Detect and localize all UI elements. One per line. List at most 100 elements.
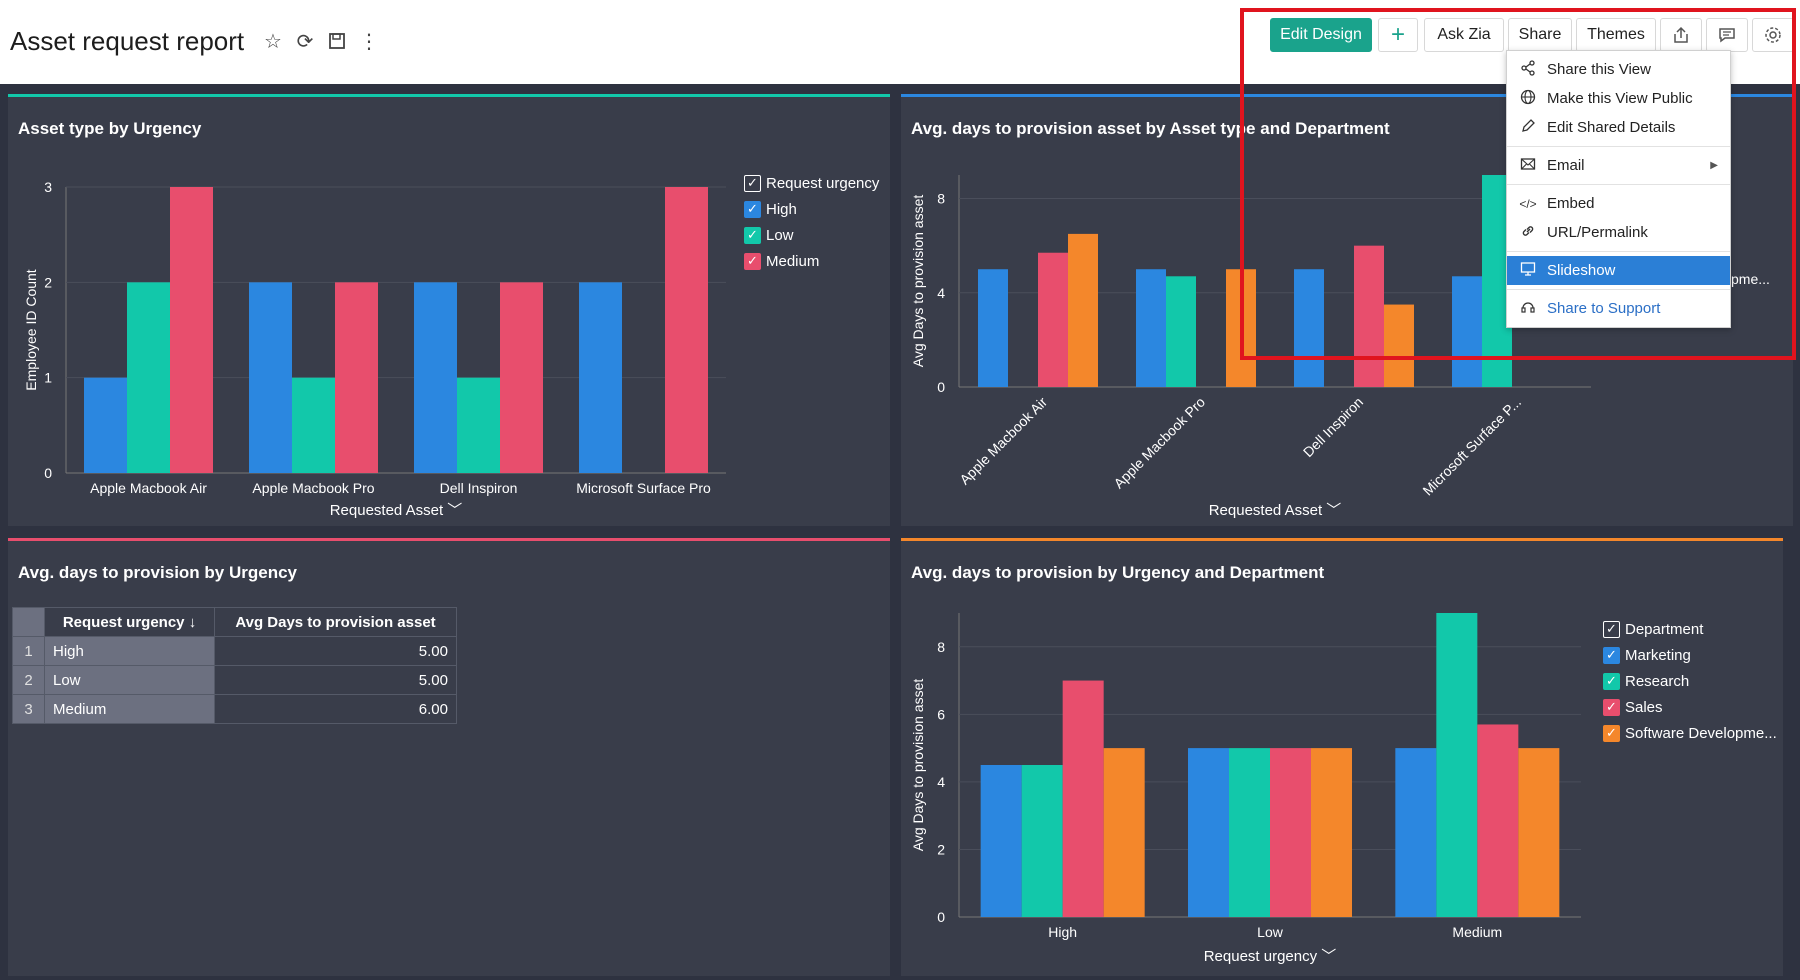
x-tick-label: Dell Inspiron (1300, 394, 1366, 460)
y-tick-label: 3 (44, 179, 52, 195)
bar (292, 377, 335, 473)
legend-item-software-development[interactable]: ✓ Software Developme... (1603, 720, 1777, 746)
bar (579, 282, 622, 473)
panel-avg-days-by-urgency: Avg. days to provision by Urgency Reques… (8, 538, 890, 976)
highlight-annotation-box (1240, 8, 1796, 360)
bar (457, 377, 500, 473)
legend-item-high[interactable]: ✓ High (744, 196, 879, 222)
bar (1166, 276, 1196, 387)
table-header-row: Request urgency ↓ Avg Days to provision … (12, 607, 457, 637)
panel-title: Avg. days to provision by Urgency (18, 563, 297, 582)
export-icon (1674, 26, 1688, 43)
menu-item-url-permalink[interactable]: URL/Permalink (1507, 218, 1730, 247)
menu-divider (1507, 146, 1730, 147)
x-axis-label: Requested Asset ﹀ (1209, 502, 1342, 519)
sort-down-icon[interactable]: ↓ (188, 613, 197, 631)
globe-icon (1519, 89, 1537, 108)
checkbox-icon: ✓ (1603, 646, 1620, 664)
table-row: 1 High 5.00 (12, 636, 457, 666)
legend-item-marketing[interactable]: ✓ Marketing (1603, 642, 1777, 668)
checkbox-icon: ✓ (744, 200, 761, 218)
add-button[interactable]: + (1378, 18, 1418, 52)
table-row: 3 Medium 6.00 (12, 694, 457, 724)
mail-icon (1519, 156, 1537, 175)
menu-item-share-this-view[interactable]: Share this View (1507, 55, 1730, 84)
menu-item-make-public[interactable]: Make this View Public (1507, 84, 1730, 113)
bar (1270, 748, 1311, 917)
y-tick-label: 6 (937, 706, 945, 722)
column-header-avg-days[interactable]: Avg Days to provision asset (214, 607, 457, 637)
menu-divider (1507, 251, 1730, 252)
bar (1436, 613, 1478, 917)
bar (1452, 276, 1482, 387)
bar (978, 269, 1008, 387)
code-icon: </> (1519, 196, 1537, 211)
x-tick-label: Apple Macbook Pro (252, 480, 374, 496)
x-tick-label: Microsoft Surface P... (1419, 394, 1524, 499)
settings-button[interactable] (1752, 18, 1794, 52)
legend-item-medium[interactable]: ✓ Medium (744, 248, 879, 274)
more-vertical-icon[interactable]: ⋮ (359, 30, 379, 53)
pencil-icon (1519, 118, 1537, 137)
y-tick-label: 8 (937, 191, 945, 207)
menu-item-email[interactable]: Email ▶ (1507, 151, 1730, 180)
checkbox-icon: ✓ (744, 174, 761, 192)
star-icon[interactable]: ☆ (264, 30, 282, 53)
link-icon (1519, 223, 1537, 242)
themes-button[interactable]: Themes (1576, 18, 1656, 52)
ask-zia-button[interactable]: Ask Zia (1424, 18, 1504, 52)
edit-design-button[interactable]: Edit Design (1270, 18, 1372, 52)
bar (1384, 304, 1414, 387)
comment-button[interactable] (1706, 18, 1748, 52)
bar (1038, 252, 1068, 387)
title-actions: ☆ ⟳ ⋮ (262, 30, 380, 53)
y-tick-label: 0 (44, 465, 52, 481)
bar (1294, 269, 1324, 387)
refresh-icon[interactable]: ⟳ (296, 30, 314, 53)
dashboard-area: Asset type by Urgency 0 1 2 3 Employee ID Co… (0, 84, 1800, 980)
panel-title: Asset type by Urgency (18, 119, 202, 138)
x-axis-label: Requested Asset ﹀ (330, 502, 463, 519)
checkbox-icon: ✓ (1603, 672, 1620, 690)
top-bar: Asset request report ☆ ⟳ ⋮ Edit Design +… (0, 0, 1800, 84)
bar (1103, 748, 1145, 917)
gear-icon (1765, 27, 1781, 43)
y-tick-label: 0 (937, 379, 945, 395)
y-axis-label: Avg Days to provision asset (910, 195, 926, 368)
column-header-request-urgency[interactable]: Request urgency ↓ (44, 607, 215, 637)
bar (1062, 680, 1104, 917)
page-title: Asset request report (10, 26, 245, 56)
save-icon[interactable] (326, 30, 348, 52)
menu-item-share-to-support[interactable]: Share to Support (1507, 294, 1730, 323)
legend-item-low[interactable]: ✓ Low (744, 222, 879, 248)
bar (127, 282, 170, 473)
x-tick-label: Apple Macbook Pro (1110, 394, 1208, 492)
legend-item-sales[interactable]: ✓ Sales (1603, 694, 1777, 720)
menu-item-slideshow[interactable]: Slideshow (1507, 256, 1730, 285)
panel-title: Avg. days to provision by Urgency and De… (911, 563, 1325, 582)
y-tick-label: 4 (937, 285, 945, 301)
support-icon (1519, 299, 1537, 318)
chart-avg-days-by-urgency-dept: 0 2 4 6 8 Avg Days to provision asset High Low M… (910, 613, 1581, 965)
x-tick-label: Low (1257, 924, 1284, 940)
y-tick-label: 1 (44, 370, 52, 386)
bar (500, 282, 543, 473)
legend-title[interactable]: ✓ Request urgency (744, 170, 879, 196)
panel-avg-days-by-urgency-dept: Avg. days to provision by Urgency and De… (901, 538, 1783, 976)
legend-item-research[interactable]: ✓ Research (1603, 668, 1777, 694)
bar (1188, 748, 1229, 917)
share-button[interactable]: Share (1508, 18, 1572, 52)
menu-divider (1507, 289, 1730, 290)
y-tick-label: 2 (44, 274, 52, 290)
menu-item-edit-shared-details[interactable]: Edit Shared Details (1507, 113, 1730, 142)
slideshow-icon (1519, 261, 1537, 280)
menu-item-embed[interactable]: </> Embed (1519, 195, 1595, 212)
x-tick-label: Microsoft Surface Pro (576, 480, 711, 496)
checkbox-icon: ✓ (744, 226, 761, 244)
bar (665, 187, 708, 473)
x-tick-label: Dell Inspiron (440, 480, 518, 496)
checkbox-icon: ✓ (1603, 724, 1620, 742)
table-row: 2 Low 5.00 (12, 665, 457, 695)
legend-title[interactable]: ✓ Department (1603, 616, 1777, 642)
